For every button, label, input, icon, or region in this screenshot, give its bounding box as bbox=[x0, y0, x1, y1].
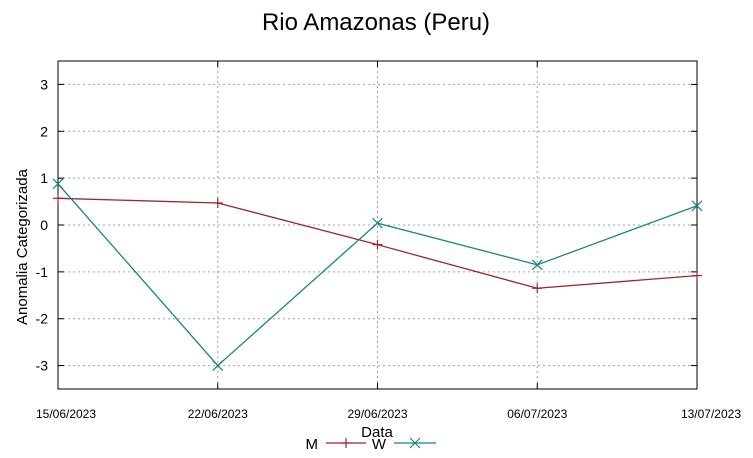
data-point-m bbox=[212, 197, 223, 208]
x-tick-label: 22/06/2023 bbox=[188, 407, 248, 421]
x-axis: 15/06/2023 22/06/2023 29/06/2023 06/07/2023… bbox=[36, 61, 741, 421]
y-axis-label: Anomalia Categorizada bbox=[14, 168, 31, 325]
x-tick-label: 15/06/2023 bbox=[36, 407, 96, 421]
x-tick-label: 06/07/2023 bbox=[507, 407, 567, 421]
legend-label-m: M bbox=[306, 436, 319, 453]
grid-lines bbox=[58, 61, 697, 389]
series-layer bbox=[52, 178, 703, 371]
x-axis-label: Data bbox=[361, 424, 393, 441]
data-point-w bbox=[212, 360, 224, 371]
y-tick-label: -3 bbox=[36, 358, 49, 374]
data-point-w bbox=[372, 217, 383, 229]
legend-label-w: W bbox=[372, 436, 387, 453]
data-point-w bbox=[531, 259, 543, 271]
y-tick-label: -2 bbox=[36, 311, 49, 327]
legend-marker-m bbox=[341, 438, 351, 448]
y-tick-label: -1 bbox=[36, 264, 49, 280]
y-axis: 3 2 1 0 -1 -2 -3 bbox=[36, 76, 697, 374]
data-point-m bbox=[372, 239, 383, 250]
x-tick-label: 13/07/2023 bbox=[681, 407, 741, 421]
chart-title: Rio Amazonas (Peru) bbox=[262, 9, 490, 36]
data-point-w bbox=[691, 200, 703, 212]
x-tick-label: 29/06/2023 bbox=[347, 407, 407, 421]
legend-marker-w bbox=[409, 437, 421, 449]
data-point-m bbox=[53, 193, 63, 204]
y-tick-label: 1 bbox=[40, 170, 48, 186]
data-point-m bbox=[692, 270, 702, 281]
data-point-w bbox=[52, 178, 64, 190]
y-tick-label: 2 bbox=[40, 123, 48, 139]
y-tick-label: 0 bbox=[40, 217, 48, 233]
y-tick-label: 3 bbox=[40, 76, 48, 92]
data-point-m bbox=[532, 283, 543, 294]
